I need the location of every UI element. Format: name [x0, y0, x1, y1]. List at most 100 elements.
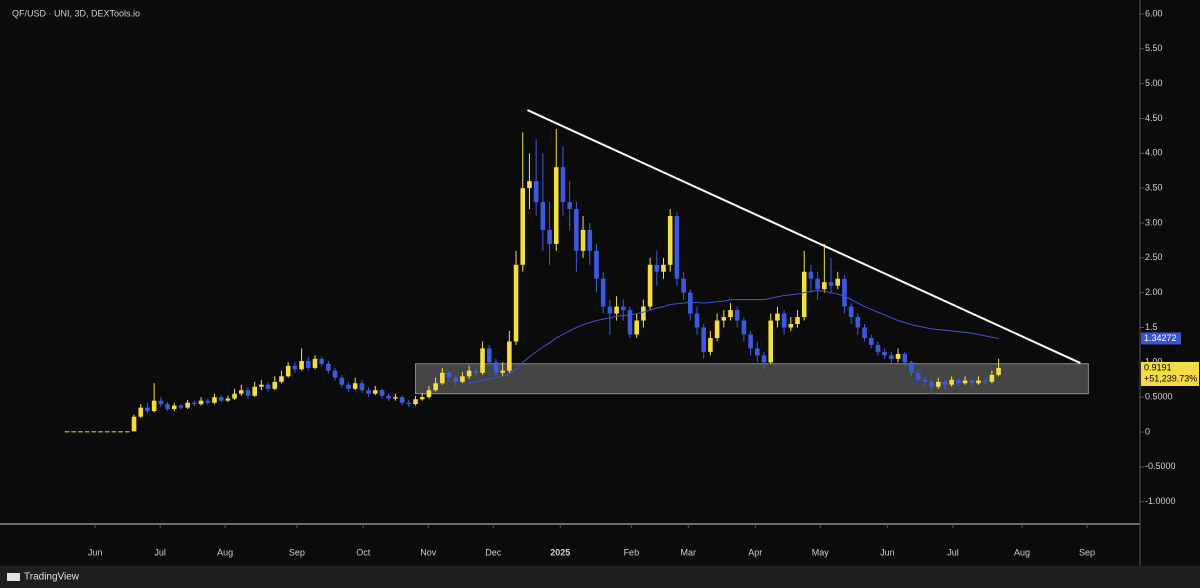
- candle-body: [795, 317, 800, 325]
- price-tag: [1141, 361, 1199, 386]
- candle-body: [781, 313, 787, 328]
- candle-body: [989, 374, 995, 382]
- candle-body: [681, 278, 686, 293]
- candle-body: [674, 216, 680, 279]
- candle-body: [373, 390, 378, 394]
- candle-body: [956, 379, 961, 384]
- candle-body: [708, 337, 713, 352]
- candle-body: [607, 306, 613, 314]
- candle-body: [446, 372, 452, 378]
- candle-body: [801, 271, 807, 318]
- candle-body: [527, 181, 532, 189]
- candle-body: [259, 384, 264, 387]
- candle-body: [922, 379, 928, 382]
- candle-body: [574, 209, 579, 251]
- support-zone: [415, 363, 1089, 395]
- candle-body: [822, 282, 827, 290]
- footer-bar: [0, 566, 1200, 588]
- candle-body: [962, 380, 968, 384]
- candle-body: [721, 317, 727, 321]
- candle-body: [935, 381, 941, 387]
- candle-body: [98, 431, 103, 433]
- candle-body: [299, 360, 304, 370]
- candle-body: [399, 397, 405, 403]
- candle-body: [426, 390, 432, 398]
- x-tick-label: Apr: [748, 547, 762, 557]
- candle-body: [775, 313, 780, 321]
- candle-body: [533, 181, 539, 203]
- y-tick-label: 4.00: [1145, 148, 1163, 158]
- candle-body: [540, 202, 546, 230]
- ma-last-value: 1.34272: [1144, 333, 1177, 343]
- y-tick-label: -0.5000: [1145, 461, 1176, 471]
- candle-body: [71, 431, 77, 433]
- y-tick-label: 3.00: [1145, 217, 1163, 227]
- candle-body: [835, 278, 841, 286]
- x-tick-label: Jun: [88, 547, 103, 557]
- candle-body: [151, 400, 157, 412]
- candle-body: [868, 337, 874, 345]
- candle-body: [768, 320, 774, 363]
- brand: TradingView: [24, 572, 80, 583]
- candle-body: [218, 397, 224, 401]
- candle-body: [64, 431, 70, 433]
- candle-body: [507, 341, 512, 371]
- candle-body: [238, 390, 244, 394]
- candle-body: [942, 381, 948, 385]
- candle-body: [641, 306, 646, 321]
- candle-body: [111, 431, 117, 433]
- x-tick-label: May: [812, 547, 830, 557]
- candle-body: [976, 380, 981, 384]
- y-tick-label: 1.00: [1145, 357, 1163, 367]
- candle-body: [319, 358, 324, 364]
- x-tick-label: Mar: [681, 547, 697, 557]
- candle-body: [192, 402, 197, 405]
- candle-body: [828, 282, 834, 286]
- candle-body: [808, 271, 814, 279]
- candle-body: [225, 398, 231, 401]
- candle-body: [748, 334, 753, 349]
- candle-body: [580, 229, 586, 251]
- candle-body: [138, 407, 144, 417]
- candle-body: [84, 431, 90, 433]
- candle-body: [393, 397, 398, 399]
- candle-body: [473, 370, 479, 373]
- candle-body: [842, 278, 847, 307]
- candle-body: [647, 264, 653, 307]
- candle-body: [104, 431, 110, 433]
- candle-body: [634, 320, 639, 335]
- candle-body: [895, 353, 901, 359]
- candle-body: [272, 381, 278, 389]
- candle-body: [433, 383, 438, 391]
- candle-body: [265, 384, 271, 389]
- candle-body: [165, 404, 170, 410]
- y-tick-label: 5.50: [1145, 43, 1163, 53]
- y-tick-label: 1.5: [1145, 322, 1158, 332]
- candle-body: [889, 355, 894, 359]
- candle-body: [212, 397, 217, 403]
- moving-average: [469, 290, 999, 384]
- logo: [7, 573, 20, 581]
- candle-body: [513, 264, 519, 342]
- candle-body: [359, 383, 365, 391]
- candle-body: [198, 400, 204, 405]
- x-tick-label: Aug: [217, 547, 233, 557]
- candle-body: [714, 320, 720, 338]
- candle-body: [118, 431, 123, 433]
- candle-body: [848, 306, 854, 318]
- y-tick-label: -1.0000: [1145, 496, 1176, 506]
- candle-body: [949, 379, 954, 385]
- candle-body: [480, 348, 485, 373]
- candle-body: [125, 431, 130, 433]
- candle-body: [178, 405, 184, 408]
- candle-body: [661, 264, 666, 272]
- x-tick-label: Jun: [880, 547, 895, 557]
- x-tick-label: Feb: [624, 547, 640, 557]
- candle-body: [547, 229, 552, 244]
- y-tick-label: 0.5000: [1145, 392, 1173, 402]
- x-tick-label: Dec: [485, 547, 502, 557]
- candle-body: [627, 310, 633, 335]
- candle-body: [406, 402, 412, 405]
- candle-body: [245, 390, 251, 396]
- candle-body: [862, 327, 867, 338]
